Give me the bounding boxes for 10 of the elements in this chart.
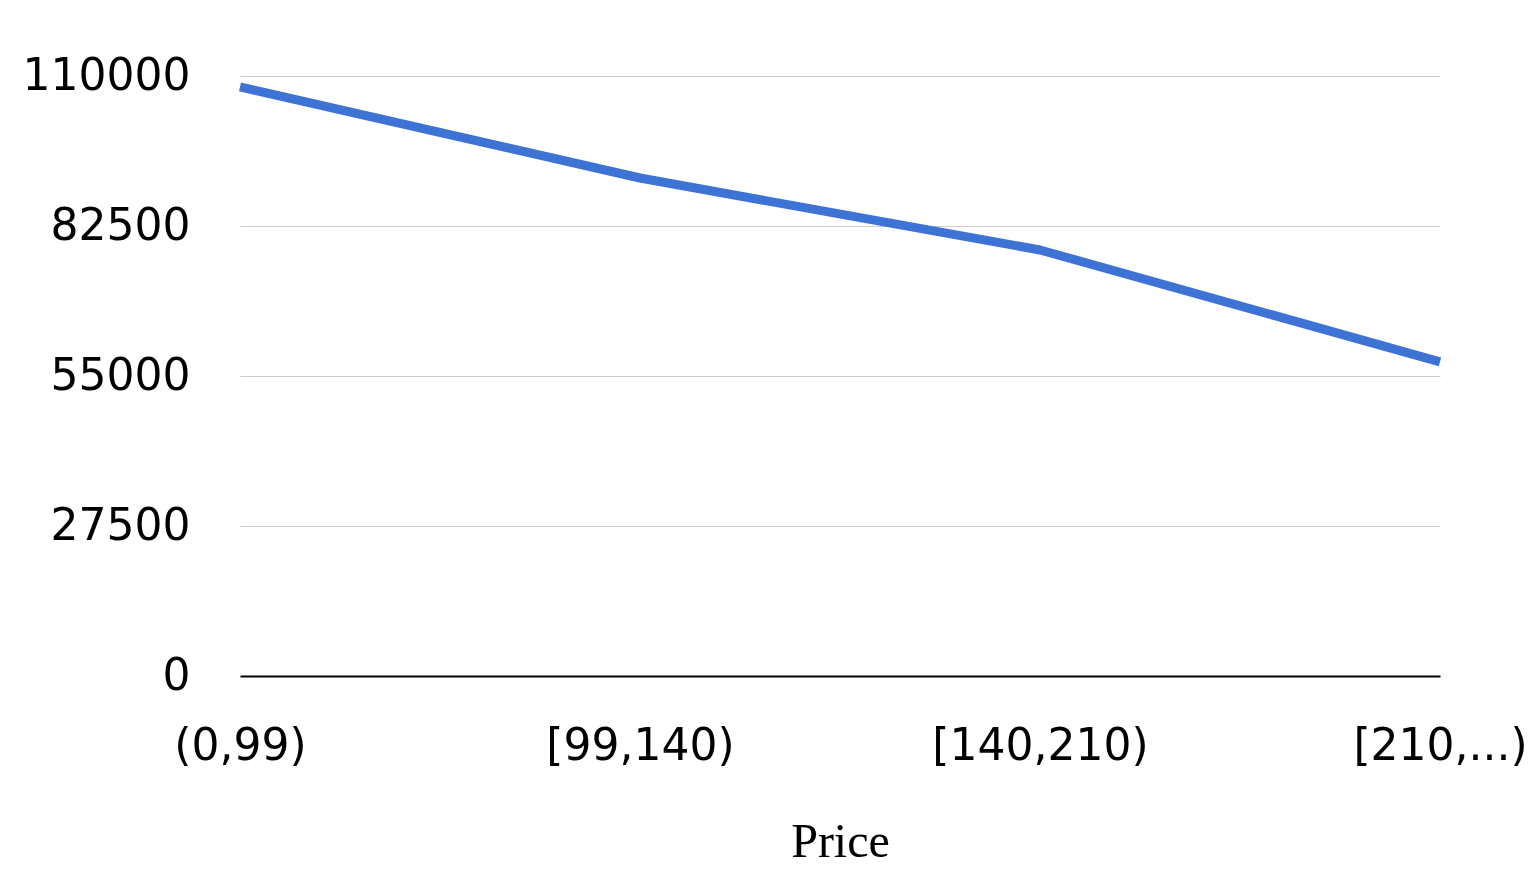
y-tick-label: 82500 [50,198,191,250]
x-tick-label: [99,140) [546,718,735,770]
x-axis-title: Price [791,813,890,867]
x-tick-label: [140,210) [932,718,1149,770]
x-tick-label: [210,...) [1353,718,1528,770]
x-tick-label: (0,99) [174,718,307,770]
y-tick-label: 0 [162,648,191,700]
y-tick-label: 27500 [50,498,191,550]
y-tick-label: 55000 [50,348,191,400]
y-tick-label: 110000 [22,48,191,100]
